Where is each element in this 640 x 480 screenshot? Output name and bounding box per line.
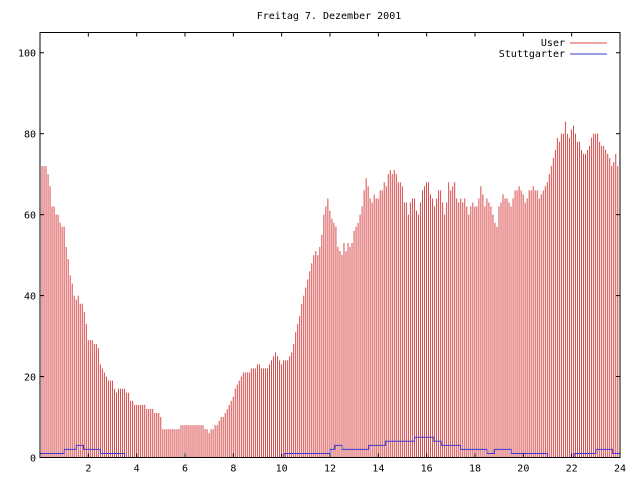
legend: User Stuttgarter — [499, 38, 607, 60]
y-tick-label: 40 — [24, 292, 36, 303]
y-tick-label: 20 — [24, 373, 36, 384]
plot-area — [39, 121, 620, 458]
x-tick-label: 18 — [469, 464, 481, 475]
legend-label-user: User — [541, 38, 565, 49]
x-tick-label: 16 — [421, 464, 433, 475]
x-tick-label: 10 — [276, 464, 288, 475]
y-tick-label: 100 — [18, 49, 36, 60]
y-tick-label: 80 — [24, 130, 36, 141]
x-tick-label: 2 — [85, 464, 91, 475]
x-tick-label: 6 — [182, 464, 188, 475]
chart-title: Freitag 7. Dezember 2001 — [257, 11, 402, 22]
x-tick-label: 12 — [324, 464, 336, 475]
y-tick-label: 0 — [30, 454, 36, 465]
x-tick-label: 24 — [614, 464, 626, 475]
x-axis: 2 4 6 8 10 12 14 16 18 20 22 24 — [85, 32, 626, 475]
x-tick-label: 14 — [372, 464, 384, 475]
x-tick-label: 22 — [566, 464, 578, 475]
y-tick-label: 60 — [24, 211, 36, 222]
x-tick-label: 20 — [517, 464, 529, 475]
y-axis: 0 20 40 60 80 100 — [18, 49, 620, 465]
legend-label-stuttgarter: Stuttgarter — [499, 49, 565, 60]
x-tick-label: 8 — [230, 464, 236, 475]
x-tick-label: 4 — [134, 464, 140, 475]
